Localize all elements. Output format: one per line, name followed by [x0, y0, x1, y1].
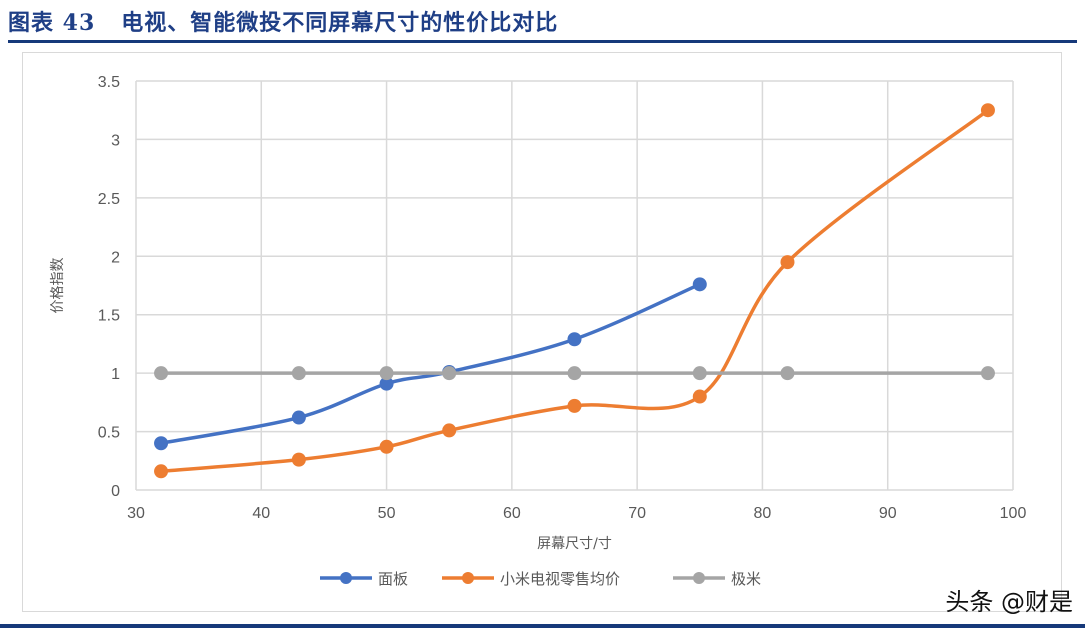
watermark: 头条 @财是	[945, 588, 1073, 616]
data-point-marker[interactable]	[291, 452, 306, 467]
y-tick-label: 0	[111, 483, 120, 500]
legend-label: 极米	[731, 570, 761, 588]
x-tick-label: 80	[754, 505, 772, 522]
data-point-marker[interactable]	[692, 277, 707, 292]
y-tick-label: 3	[111, 132, 120, 149]
data-point-marker[interactable]	[379, 439, 394, 454]
y-tick-label: 0.5	[98, 425, 120, 442]
x-tick-label: 60	[503, 505, 521, 522]
x-tick-label: 100	[1000, 505, 1027, 522]
series-line	[159, 282, 702, 446]
data-point-marker[interactable]	[379, 376, 394, 391]
y-tick-label: 2.5	[98, 191, 120, 208]
x-axis-label: 屏幕尺寸/寸	[537, 536, 612, 552]
chart-frame	[22, 52, 1062, 612]
legend-item[interactable]: 极米	[673, 570, 761, 588]
x-tick-label: 30	[127, 505, 145, 522]
legend-marker-icon	[693, 572, 705, 584]
series-2	[154, 366, 995, 381]
data-point-marker[interactable]	[379, 366, 394, 381]
data-point-marker[interactable]	[692, 366, 707, 381]
figure-title: 图表 43 电视、智能微投不同屏幕尺寸的性价比对比	[8, 4, 558, 38]
data-point-marker[interactable]	[567, 332, 582, 347]
y-axis-ticks: 0 0.5 1 1.5 2 2.5 3 3.5	[98, 74, 120, 500]
x-axis-ticks: 30 40 50 60 70 80 90 100	[127, 505, 1026, 522]
legend-label: 面板	[378, 570, 408, 588]
data-point-marker[interactable]	[692, 389, 707, 404]
legend: 面板 小米电视零售均价 极米	[320, 570, 761, 588]
series-line	[159, 108, 990, 474]
legend-marker-icon	[340, 572, 352, 584]
legend-item[interactable]: 面板	[320, 570, 408, 588]
series-1	[154, 103, 995, 479]
data-point-marker[interactable]	[780, 255, 795, 270]
y-axis-label: 价格指数	[50, 258, 66, 314]
legend-item[interactable]: 小米电视零售均价	[442, 570, 620, 588]
x-tick-label: 70	[628, 505, 646, 522]
data-point-marker[interactable]	[154, 366, 169, 381]
series-0	[154, 277, 707, 451]
y-tick-label: 3.5	[98, 74, 120, 91]
bottom-rule	[0, 624, 1085, 628]
data-point-marker[interactable]	[567, 398, 582, 413]
legend-marker-icon	[462, 572, 474, 584]
y-tick-label: 1	[111, 366, 120, 383]
x-tick-label: 90	[879, 505, 897, 522]
data-point-marker[interactable]	[291, 410, 306, 425]
x-tick-label: 40	[252, 505, 270, 522]
data-point-marker[interactable]	[980, 366, 995, 381]
legend-label: 小米电视零售均价	[500, 570, 620, 588]
data-point-marker[interactable]	[154, 464, 169, 479]
data-point-marker[interactable]	[980, 103, 995, 118]
title-underline	[8, 40, 1077, 43]
y-tick-label: 2	[111, 249, 120, 266]
figure-number: 图表 43	[8, 10, 96, 36]
series-lines	[154, 103, 995, 479]
data-point-marker[interactable]	[780, 366, 795, 381]
x-tick-label: 50	[378, 505, 396, 522]
y-tick-label: 1.5	[98, 308, 120, 325]
data-point-marker[interactable]	[442, 366, 457, 381]
gridlines	[135, 80, 1014, 491]
figure-title-text: 电视、智能微投不同屏幕尺寸的性价比对比	[121, 10, 559, 36]
data-point-marker[interactable]	[442, 423, 457, 438]
data-point-marker[interactable]	[154, 436, 169, 451]
data-point-marker[interactable]	[291, 366, 306, 381]
data-point-marker[interactable]	[567, 366, 582, 381]
